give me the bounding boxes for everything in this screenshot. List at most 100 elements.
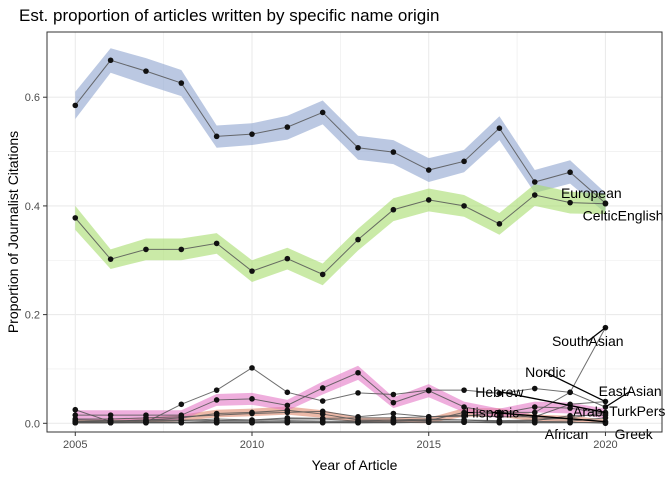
series-line-african bbox=[75, 421, 606, 424]
data-point-hispanic bbox=[284, 407, 291, 414]
data-point-italian bbox=[284, 402, 291, 409]
data-point-greek bbox=[213, 419, 220, 426]
data-point-italian bbox=[249, 396, 255, 402]
label-layer: European CelticEnglish SouthAsian Nordic Eas… bbox=[465, 185, 665, 442]
data-point-celticenglish bbox=[107, 256, 114, 262]
series-label-hispanic: Hispanic bbox=[465, 404, 519, 420]
data-point-greek bbox=[319, 419, 326, 426]
data-point-celticenglish bbox=[319, 271, 326, 278]
data-point-european bbox=[284, 124, 291, 130]
data-point-celticenglish bbox=[178, 246, 185, 253]
x-tick-label: 2015 bbox=[416, 439, 440, 451]
x-tick-label: 2010 bbox=[240, 439, 264, 451]
data-point-italian bbox=[107, 412, 114, 418]
data-point-european bbox=[213, 133, 220, 140]
data-point-celticenglish bbox=[72, 215, 79, 221]
data-point-hispanic bbox=[249, 409, 255, 416]
data-point-southasian bbox=[355, 390, 361, 396]
data-point-european bbox=[390, 149, 397, 155]
data-point-celticenglish bbox=[249, 268, 255, 274]
data-point-greek bbox=[461, 419, 467, 426]
label-leader-nordic bbox=[545, 371, 606, 403]
series-label-nordic: Nordic bbox=[525, 364, 565, 380]
data-point-celticenglish bbox=[496, 221, 503, 227]
band-italian bbox=[75, 365, 606, 421]
series-line-italian bbox=[75, 372, 606, 416]
y-tick-label: 0.6 bbox=[25, 92, 40, 104]
data-point-european bbox=[72, 102, 79, 109]
series-line-european bbox=[74, 59, 606, 204]
data-point-italian bbox=[178, 412, 185, 418]
label-leader-southasian bbox=[587, 327, 606, 342]
series-label-southasian: SouthAsian bbox=[552, 333, 624, 349]
data-point-southasian bbox=[390, 391, 397, 398]
series-line-southasian bbox=[75, 327, 606, 423]
data-point-greek bbox=[107, 419, 114, 426]
data-point-celticenglish bbox=[284, 255, 291, 262]
data-point-southasian bbox=[284, 389, 291, 396]
data-point-turkpers bbox=[602, 415, 609, 421]
series-label-greek: Greek bbox=[615, 426, 654, 442]
axis-layer: 2005 2010 2015 2020 0.0 0.2 0.4 0.6 bbox=[25, 92, 618, 451]
series-line-greek bbox=[75, 421, 606, 424]
data-point-greek bbox=[72, 419, 79, 426]
data-point-european bbox=[249, 131, 255, 137]
data-point-italian bbox=[531, 404, 538, 410]
data-point-celticenglish bbox=[213, 240, 220, 247]
series-line-eastasian bbox=[75, 391, 606, 422]
data-point-italian bbox=[213, 397, 220, 403]
data-point-european bbox=[143, 68, 149, 74]
series-label-arab: Arab bbox=[573, 403, 603, 419]
leader-layer bbox=[492, 327, 631, 423]
data-point-celticenglish bbox=[425, 197, 432, 203]
data-point-celticenglish bbox=[355, 236, 361, 243]
x-tick-label: 2005 bbox=[63, 439, 87, 451]
data-point-greek bbox=[602, 419, 609, 426]
x-axis-title: Year of Article bbox=[312, 457, 398, 473]
series-line-hispanic bbox=[75, 409, 606, 423]
data-point-southasian bbox=[319, 398, 326, 404]
data-point-eastasian bbox=[567, 389, 573, 396]
data-point-european bbox=[461, 158, 467, 165]
data-point-nordic bbox=[602, 398, 609, 405]
data-point-european bbox=[567, 169, 573, 176]
data-point-hispanic bbox=[319, 411, 326, 417]
series-label-european: European bbox=[561, 185, 622, 201]
data-point-european bbox=[355, 144, 361, 151]
data-point-southasian bbox=[178, 401, 185, 408]
panel-border bbox=[46, 31, 663, 433]
series-label-african: African bbox=[545, 426, 589, 442]
data-point-southasian bbox=[461, 387, 467, 393]
y-tick-label: 0.0 bbox=[25, 418, 40, 430]
data-point-european bbox=[107, 57, 114, 64]
label-leader-hispanic bbox=[492, 411, 606, 423]
data-point-italian bbox=[390, 399, 397, 406]
grid-layer bbox=[47, 32, 662, 432]
label-leader-eastasian bbox=[605, 390, 631, 408]
data-point-italian bbox=[72, 412, 79, 418]
series-line-hebrew bbox=[75, 411, 606, 423]
series-label-turkpers: TurkPers bbox=[609, 403, 665, 419]
data-point-celticenglish bbox=[390, 206, 397, 213]
data-point-greek bbox=[178, 419, 185, 426]
point-layer bbox=[72, 57, 609, 427]
y-tick-label: 0.4 bbox=[25, 201, 40, 213]
data-point-greek bbox=[496, 419, 503, 426]
line-layer bbox=[74, 59, 606, 424]
data-point-southasian bbox=[531, 385, 538, 392]
data-point-italian bbox=[461, 404, 467, 410]
data-point-greek bbox=[425, 419, 432, 426]
series-line-celticenglish bbox=[74, 194, 606, 275]
band-celticenglish bbox=[75, 184, 606, 286]
data-point-greek bbox=[249, 419, 255, 426]
data-point-celticenglish bbox=[567, 199, 573, 206]
y-axis-title: Proportion of Journalist Citations bbox=[5, 131, 21, 333]
data-point-arab bbox=[567, 412, 573, 419]
data-point-eastasian bbox=[531, 409, 538, 416]
data-point-greek bbox=[355, 419, 361, 426]
data-point-nordic bbox=[390, 410, 397, 417]
y-tick-label: 0.2 bbox=[25, 310, 40, 322]
